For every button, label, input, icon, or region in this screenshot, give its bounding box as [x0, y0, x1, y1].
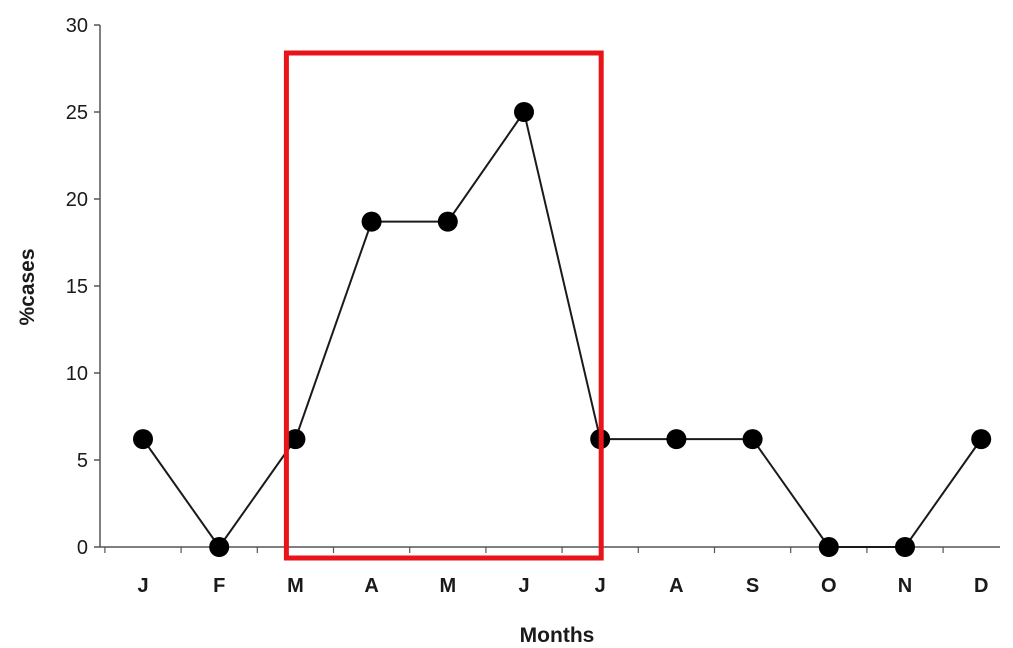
x-axis-title: Months [520, 624, 595, 647]
x-tick-label-10: N [898, 575, 912, 597]
x-tick-label-0: J [137, 575, 148, 597]
y-axis-title: %cases [16, 248, 39, 325]
data-point-7 [666, 429, 687, 450]
x-tick-label-3: A [364, 575, 378, 597]
y-tick-label-6: 30 [66, 15, 88, 37]
y-tick-label-4: 20 [66, 189, 88, 211]
data-point-9 [818, 537, 839, 557]
data-points [133, 102, 992, 557]
y-tick-label-3: 15 [66, 276, 88, 298]
y-tick-label-5: 25 [66, 102, 88, 124]
x-tick-label-4: M [439, 575, 456, 597]
data-point-0 [133, 429, 153, 450]
y-tick-label-0: 0 [77, 537, 88, 559]
x-tick-label-6: J [595, 575, 606, 597]
axes [99, 25, 1000, 548]
data-point-5 [514, 102, 534, 122]
data-point-1 [209, 537, 230, 557]
x-tick-label-2: M [287, 575, 304, 597]
y-tick-label-2: 10 [66, 363, 88, 385]
y-ticks: 0 5 10 15 20 25 30 [66, 15, 100, 559]
highlight-box [283, 50, 604, 561]
x-tick-label-7: A [669, 575, 683, 597]
data-point-3 [361, 211, 382, 232]
data-point-8 [742, 429, 763, 450]
y-tick-label-1: 5 [77, 450, 88, 472]
series-line [142, 109, 983, 549]
x-tick-label-1: F [213, 575, 225, 597]
data-point-2 [285, 429, 306, 450]
data-point-10 [895, 537, 915, 557]
x-tick-label-8: S [746, 575, 759, 597]
data-point-11 [971, 429, 992, 450]
series-group [142, 109, 983, 549]
data-point-4 [437, 211, 458, 232]
x-tick-label-5: J [518, 575, 529, 597]
x-tick-label-11: D [974, 575, 988, 597]
x-tick-label-9: O [821, 575, 837, 597]
